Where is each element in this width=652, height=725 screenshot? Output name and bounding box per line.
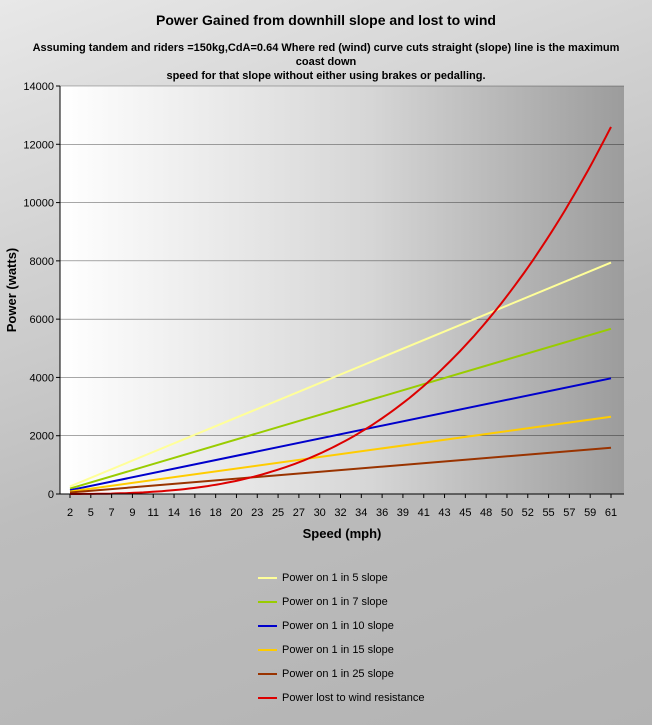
x-tick-label: 61 [605, 507, 617, 519]
y-tick-label: 14000 [23, 81, 54, 93]
x-axis-title: Speed (mph) [303, 526, 382, 541]
x-tick-label: 16 [189, 507, 201, 519]
series-line [69, 446, 612, 494]
x-tick-label: 11 [148, 507, 159, 519]
x-tick-label: 52 [522, 507, 534, 519]
legend-swatch [258, 697, 277, 699]
x-tick-label: 5 [88, 507, 94, 519]
legend-item: Power on 1 in 7 slope [258, 590, 518, 614]
x-tick-label: 25 [272, 507, 284, 519]
x-tick-label: 39 [397, 507, 409, 519]
x-tick-label: 9 [129, 507, 135, 519]
x-tick-label: 2 [67, 507, 73, 519]
x-tick-label: 32 [334, 507, 346, 519]
x-tick-label: 43 [438, 507, 450, 519]
legend-swatch [258, 601, 277, 603]
series-line [69, 415, 612, 493]
subtitle-line: speed for that slope without either usin… [166, 70, 486, 82]
x-tick-label: 23 [251, 507, 263, 519]
y-tick-label: 8000 [30, 256, 54, 268]
legend-item: Power on 1 in 5 slope [258, 566, 518, 590]
legend-label: Power on 1 in 7 slope [282, 596, 388, 608]
series-line [69, 377, 612, 492]
x-tick-label: 55 [542, 507, 554, 519]
legend: Power on 1 in 5 slope Power on 1 in 7 slo… [258, 566, 518, 710]
x-tick-label: 57 [563, 507, 575, 519]
y-tick-label: 4000 [30, 372, 54, 384]
x-tick-label: 20 [230, 507, 242, 519]
y-tick-label: 10000 [23, 198, 54, 210]
series-line [70, 126, 612, 495]
y-tick-label: 0 [48, 489, 54, 501]
legend-swatch [258, 625, 277, 627]
legend-label: Power on 1 in 10 slope [282, 620, 394, 632]
legend-item: Power on 1 in 15 slope [258, 638, 518, 662]
y-tick-label: 12000 [23, 139, 54, 151]
x-tick-label: 18 [210, 507, 222, 519]
chart-title: Power Gained from downhill slope and los… [156, 12, 496, 28]
x-tick-label: 34 [355, 507, 367, 519]
legend-item: Power on 1 in 10 slope [258, 614, 518, 638]
plot-area [60, 86, 624, 494]
y-axis-title: Power (watts) [4, 248, 19, 333]
legend-label: Power on 1 in 25 slope [282, 668, 394, 680]
legend-swatch [258, 649, 277, 651]
x-tick-label: 45 [459, 507, 471, 519]
legend-label: Power lost to wind resistance [282, 692, 425, 704]
series-line [69, 261, 612, 488]
legend-swatch [258, 577, 277, 579]
legend-label: Power on 1 in 5 slope [282, 572, 388, 584]
legend-item: Power on 1 in 25 slope [258, 662, 518, 686]
series-line [69, 327, 612, 490]
y-tick-label: 6000 [30, 314, 54, 326]
x-tick-label: 27 [293, 507, 305, 519]
legend-label: Power on 1 in 15 slope [282, 644, 394, 656]
x-tick-label: 14 [168, 507, 180, 519]
x-tick-label: 7 [109, 507, 115, 519]
subtitle-line: Assuming tandem and riders =150kg,CdA=0.… [32, 42, 620, 68]
legend-item: Power lost to wind resistance [258, 686, 518, 710]
y-tick-label: 2000 [30, 431, 54, 443]
x-tick-label: 50 [501, 507, 513, 519]
x-tick-label: 30 [314, 507, 326, 519]
x-tick-label: 41 [418, 507, 430, 519]
x-tick-label: 36 [376, 507, 388, 519]
legend-swatch [258, 673, 277, 675]
chart-subtitle: Assuming tandem and riders =150kg,CdA=0.… [20, 41, 632, 83]
x-tick-label: 48 [480, 507, 492, 519]
x-tick-label: 59 [584, 507, 596, 519]
